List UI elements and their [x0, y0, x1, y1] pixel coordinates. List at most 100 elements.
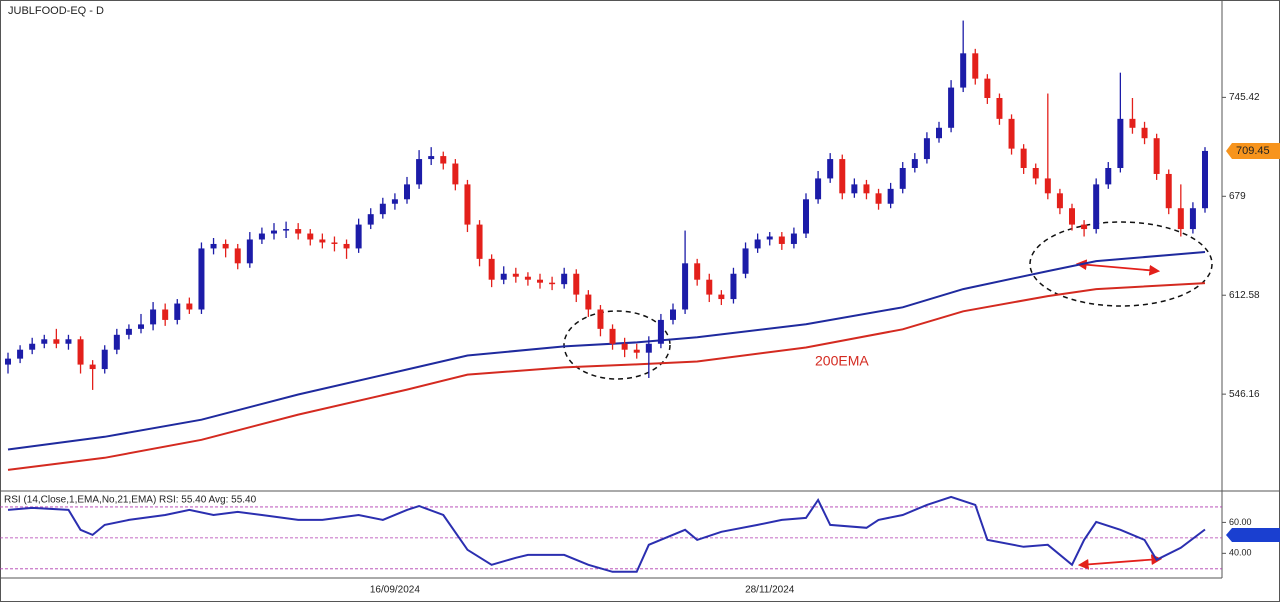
x-tick-label: 28/11/2024	[745, 585, 795, 596]
candle-body	[887, 188, 894, 204]
candle-body	[851, 184, 858, 194]
moving-average-line	[7, 282, 1206, 471]
rsi-line	[7, 495, 1206, 573]
candle-body	[875, 193, 882, 204]
candle-body	[174, 303, 181, 320]
candle-body	[343, 243, 350, 249]
candle-body	[694, 263, 701, 280]
candle-body	[936, 127, 942, 139]
candle-body	[186, 303, 193, 310]
candle-body	[948, 87, 955, 128]
candle-body	[1081, 224, 1088, 230]
candle-body	[17, 349, 24, 359]
candle-body	[476, 224, 483, 259]
candle-body	[899, 168, 906, 189]
chart-title: JUBLFOOD-EQ - D	[8, 5, 104, 17]
candle-body	[440, 156, 447, 164]
rsi-tag	[1226, 528, 1280, 542]
candle-body	[537, 279, 543, 283]
candle-body	[863, 184, 870, 194]
highlight-ellipse	[1029, 221, 1213, 307]
candle-body	[234, 248, 241, 264]
highlight-ellipse	[563, 310, 671, 380]
candle-body	[41, 339, 48, 344]
candle-body	[996, 98, 1003, 119]
x-tick-label: 16/09/2024	[370, 585, 420, 596]
candle-body	[1153, 138, 1160, 174]
candle-body	[113, 334, 120, 350]
candle-body	[561, 273, 568, 285]
candle-body	[5, 358, 11, 365]
candle-body	[815, 178, 822, 200]
candle-body	[1141, 127, 1148, 139]
candle-body	[500, 273, 507, 280]
candle-body	[258, 233, 265, 240]
candle-body	[271, 230, 277, 234]
candle-body	[295, 229, 302, 234]
candle-body	[585, 294, 592, 310]
candle-body	[125, 328, 132, 335]
candle-body	[718, 294, 725, 300]
candle-body	[1105, 168, 1112, 185]
candle-body	[803, 199, 809, 234]
candle-body	[839, 159, 846, 194]
candle-body	[488, 258, 495, 280]
candle-body	[1202, 150, 1208, 209]
candle-body	[65, 339, 72, 344]
candle-body	[162, 309, 169, 320]
candle-body	[597, 309, 604, 329]
candle-body	[827, 159, 834, 179]
candle-body	[633, 349, 640, 353]
y-tick-label: 745.42	[1229, 92, 1260, 103]
candle-body	[89, 364, 96, 370]
divergence-arrow	[1077, 554, 1163, 570]
candle-body	[150, 309, 157, 325]
y-tick-label: 546.16	[1229, 389, 1260, 400]
candle-body	[210, 243, 217, 249]
candle-body	[452, 163, 459, 185]
candle-body	[512, 273, 519, 277]
candle-body	[960, 53, 967, 88]
candle-body	[138, 324, 144, 329]
candle-body	[1093, 184, 1100, 230]
candle-body	[609, 328, 616, 344]
candle-body	[331, 242, 338, 244]
divergence-arrow	[1075, 259, 1161, 276]
candle-body	[706, 279, 713, 295]
candle-body	[670, 309, 676, 320]
ema-annotation: 200EMA	[815, 353, 869, 369]
rsi-y-tick-label: 60.00	[1229, 517, 1252, 527]
candle-body	[766, 236, 773, 240]
candle-body	[101, 349, 108, 370]
candle-body	[198, 248, 205, 310]
candle-body	[730, 273, 737, 300]
candle-body	[1044, 178, 1051, 194]
candle-body	[379, 203, 386, 215]
candle-body	[524, 276, 531, 280]
y-tick-label: 612.58	[1229, 290, 1260, 301]
candle-body	[464, 184, 471, 225]
last-price-tag	[1226, 142, 1280, 159]
moving-average-line	[7, 251, 1206, 451]
candle-body	[754, 239, 761, 249]
candle-body	[1189, 208, 1196, 230]
candle-body	[1069, 208, 1075, 225]
candle-body	[657, 319, 664, 344]
candle-body	[1056, 193, 1063, 209]
candle-body	[29, 343, 36, 350]
candle-body	[319, 239, 326, 243]
candle-body	[355, 224, 362, 249]
candle-body	[972, 53, 979, 79]
candle-body	[984, 78, 991, 98]
candle-body	[923, 138, 930, 160]
candle-body	[1117, 118, 1124, 168]
candle-body	[404, 184, 410, 200]
rsi-title: RSI (14,Close,1,EMA,No,21,EMA) RSI: 55.4…	[4, 495, 257, 506]
candle-body	[778, 236, 785, 244]
candle-body	[911, 159, 918, 168]
candle-body	[645, 343, 652, 353]
